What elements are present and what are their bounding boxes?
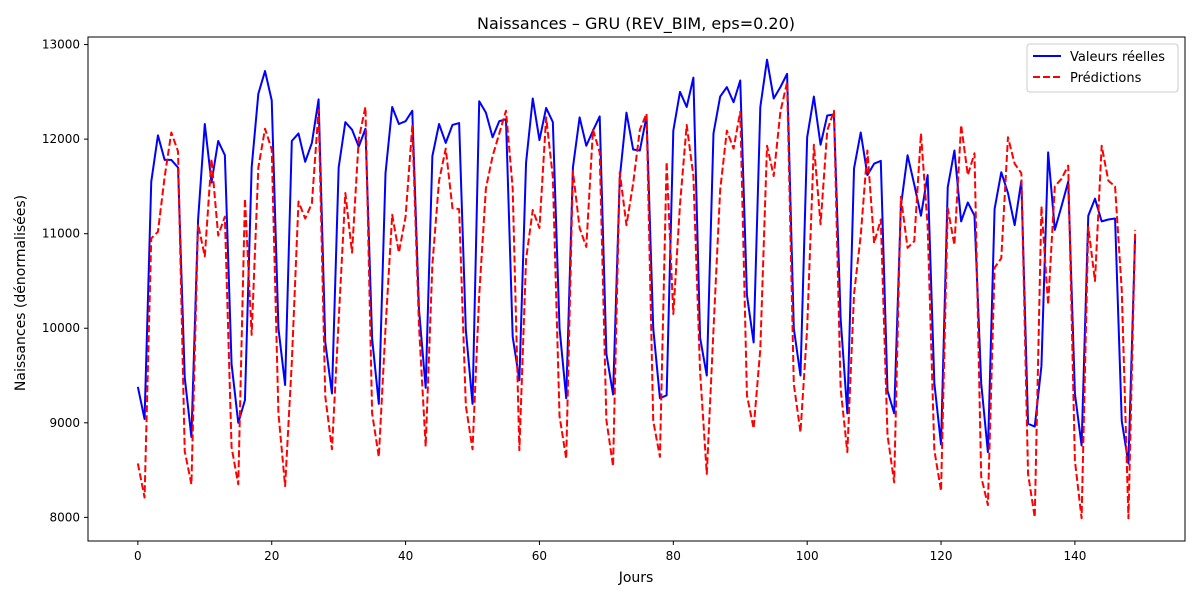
legend-box	[1026, 43, 1179, 93]
plot-area	[136, 58, 1137, 520]
x-tick-label: 120	[930, 549, 953, 563]
x-axis-label: Jours	[618, 570, 654, 586]
y-tick-label: 12000	[42, 132, 80, 146]
x-tick-label: 100	[796, 549, 819, 563]
x-tick-label: 60	[532, 549, 547, 563]
chart-title: Naissances – GRU (REV_BIM, eps=0.20)	[477, 14, 795, 34]
y-tick-label: 11000	[42, 227, 80, 241]
legend: Valeurs réelles Prédictions	[1026, 43, 1179, 93]
x-tick-label: 40	[398, 549, 413, 563]
y-tick-label: 10000	[42, 321, 80, 335]
series-line-predicted	[136, 81, 1137, 520]
series-line-actual	[136, 58, 1137, 465]
x-axis-ticks: 0 20 40 60 80 100 120 140	[134, 541, 1086, 563]
y-tick-label: 8000	[49, 510, 80, 524]
axes-frame	[87, 36, 1186, 542]
legend-label: Valeurs réelles	[1070, 50, 1165, 65]
x-tick-label: 140	[1063, 549, 1086, 563]
y-tick-label: 13000	[42, 38, 80, 52]
y-axis-ticks: 8000 9000 10000 11000 12000 13000	[42, 38, 88, 524]
x-tick-label: 20	[264, 549, 279, 563]
y-axis-label: Naissances (dénormalisées)	[13, 195, 29, 391]
x-tick-label: 0	[134, 549, 142, 563]
legend-label: Prédictions	[1070, 71, 1142, 86]
x-tick-label: 80	[666, 549, 681, 563]
y-tick-label: 9000	[49, 416, 80, 430]
